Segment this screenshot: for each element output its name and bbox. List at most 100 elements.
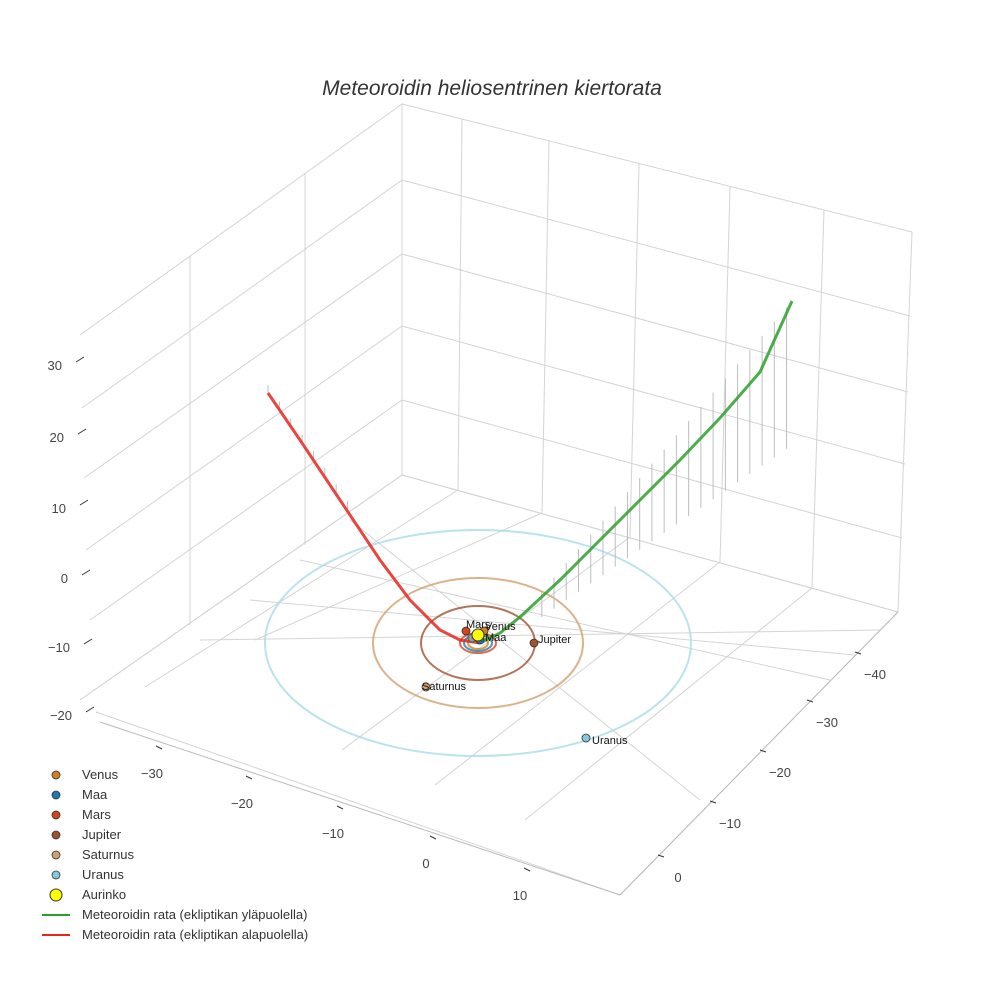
- x-axis-line: [99, 721, 621, 896]
- orbit-uranus: [264, 529, 692, 757]
- x-tick-mark: [155, 745, 163, 750]
- legend-label-series-0: Meteoroidin rata (ekliptikan yläpuolella…: [82, 907, 307, 922]
- back-left-wall-hline: [81, 179, 403, 409]
- legend: Venus Maa Mars Jupiter Saturnus Uranus Aurinko…: [42, 767, 308, 942]
- legend-marker-mars: [51, 810, 61, 820]
- floor-xline: [254, 512, 543, 641]
- x-tick-label: −30: [141, 766, 163, 781]
- floor-xline: [524, 587, 813, 821]
- legend-label-series-1: Meteoroidin rata (ekliptikan alapuolella…: [82, 927, 308, 942]
- x-tick-label: −20: [231, 796, 253, 811]
- floor-xline: [341, 536, 631, 751]
- z-tick-label: 30: [48, 358, 62, 373]
- x-tick-mark: [245, 775, 253, 780]
- x-tick-label: −10: [322, 826, 344, 841]
- z-tick-mark: [75, 356, 85, 363]
- planet-label-uranus: Uranus: [592, 735, 628, 747]
- planet-label-mars: Mars: [466, 619, 491, 631]
- trajectory-below-ecliptic: [266, 392, 481, 645]
- planet-marker-uranus: [581, 733, 591, 743]
- y-tick-mark: [854, 651, 862, 655]
- back-right-wall-vline: [811, 209, 825, 589]
- z-tick-label: −20: [50, 708, 72, 723]
- y-tick-mark: [806, 699, 814, 703]
- back-right-wall-vline: [457, 118, 463, 491]
- floor-edge: [79, 474, 899, 896]
- y-tick-label: −40: [864, 667, 886, 682]
- legend-marker-uranus: [51, 870, 61, 880]
- back-right-wall-hline: [401, 325, 906, 465]
- orbit-saturnus: [372, 577, 584, 709]
- x-tick-label: 0: [422, 856, 429, 871]
- legend-label-mars: Mars: [82, 807, 111, 822]
- floor-yline: [249, 599, 856, 656]
- x-tick-mark: [336, 805, 344, 810]
- z-tick-label: 0: [61, 571, 68, 586]
- chart-title: Meteoroidin heliosentrinen kiertorata: [322, 77, 662, 100]
- z-tick-label: 10: [52, 501, 66, 516]
- z-tick-label: 20: [50, 430, 64, 445]
- back-right-wall-edge: [401, 103, 913, 613]
- axis-lines: [99, 611, 899, 896]
- z-tick-mark: [85, 706, 95, 713]
- back-left-wall-hline: [83, 253, 403, 479]
- legend-label-maa: Maa: [82, 787, 108, 802]
- floor-xline: [144, 489, 459, 688]
- planet-label-venus: Venus: [485, 621, 516, 633]
- y-tick-mark: [759, 749, 767, 753]
- back-left-wall-hline: [89, 399, 403, 621]
- trajectory-lines: [266, 300, 794, 645]
- floor-yline: [299, 559, 831, 681]
- planet-label-jupiter: Jupiter: [538, 634, 571, 646]
- floor-yline: [349, 519, 701, 801]
- legend-label-jupiter: Jupiter: [82, 827, 122, 842]
- planet-marker-jupiter: [529, 638, 539, 648]
- y-tick-mark: [709, 800, 717, 804]
- back-left-wall: [79, 103, 403, 701]
- legend-marker-maa: [51, 790, 61, 800]
- x-tick-label: 10: [513, 888, 527, 903]
- back-right-wall-vline: [541, 140, 550, 514]
- planet-label-maa: Maa: [485, 632, 507, 644]
- back-right-wall-hline: [401, 179, 911, 317]
- z-tick-mark: [79, 499, 89, 506]
- back-right-wall-vline: [629, 163, 640, 538]
- x-tick-mark: [523, 867, 531, 872]
- z-tick-label: −10: [48, 640, 70, 655]
- legend-marker-venus: [51, 770, 61, 780]
- y-tick-mark: [657, 854, 665, 858]
- legend-label-venus: Venus: [82, 767, 119, 782]
- back-right-wall-hline: [401, 253, 909, 393]
- back-right-wall-vline: [719, 186, 731, 563]
- floor-yline: [199, 629, 881, 641]
- legend-label-uranus: Uranus: [82, 867, 124, 882]
- y-tick-label: −30: [816, 715, 838, 730]
- x-tick-mark: [429, 835, 437, 840]
- legend-label-saturnus: Saturnus: [82, 847, 135, 862]
- planet-marker-saturnus: [421, 682, 431, 692]
- planet-label-saturnus: Saturnus: [422, 681, 467, 693]
- legend-label-sun: Aurinko: [82, 887, 126, 902]
- y-tick-label: −20: [769, 765, 791, 780]
- legend-marker-sun: [49, 888, 63, 902]
- legend-marker-jupiter: [51, 830, 61, 840]
- planet-marker-mars: [461, 626, 471, 636]
- z-tick-mark: [77, 428, 87, 435]
- back-right-wall: [401, 103, 913, 613]
- floor-xline: [434, 561, 721, 786]
- trajectory-above-ecliptic: [479, 300, 794, 645]
- y-axis-line: [619, 611, 899, 896]
- y-tick-label: −10: [719, 816, 741, 831]
- y-tick-label: 0: [674, 870, 681, 885]
- floor: [79, 474, 899, 896]
- z-tick-mark: [81, 569, 91, 576]
- back-left-wall-hline: [85, 325, 403, 551]
- back-left-wall-edge: [79, 103, 403, 701]
- sun-marker: [471, 628, 485, 642]
- z-tick-mark: [83, 638, 93, 645]
- scene-grid: [79, 103, 913, 896]
- axis-ticks: −30 −20 −10 0 10 −40 −30 −20 −10 0 30 20 10 0 −10 −20: [48, 356, 886, 903]
- legend-marker-saturnus: [51, 850, 61, 860]
